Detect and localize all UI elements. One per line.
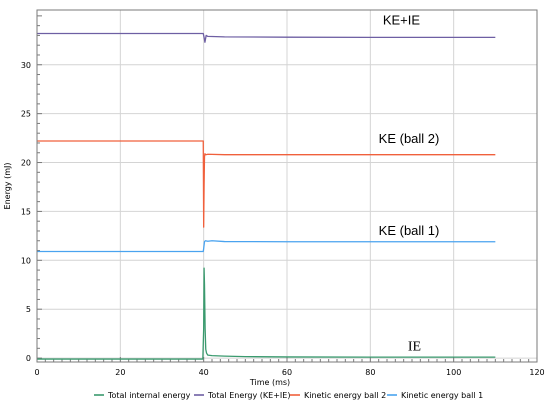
plot-frame [36, 9, 538, 363]
x-tick-label: 80 [365, 368, 375, 377]
annotation-label: KE (ball 1) [379, 223, 440, 238]
annotation-label: IE [408, 339, 421, 354]
legend-label: Kinetic energy ball 1 [401, 391, 483, 400]
x-tick-label: 120 [529, 368, 544, 377]
x-tick-label: 20 [115, 368, 125, 377]
x-tick-label: 100 [446, 368, 461, 377]
annotation-label: KE+IE [383, 13, 421, 28]
x-tick-label: 60 [282, 368, 292, 377]
y-tick-label: 25 [21, 110, 31, 119]
x-tick-labels: 0 20 40 60 80 100 120 [34, 368, 544, 377]
series-line-total-internal-energy [37, 267, 496, 360]
legend-label: Kinetic energy ball 2 [304, 391, 386, 400]
series-line-kinetic-energy-ball-1 [37, 240, 496, 253]
x-axis-label: Time (ms) [249, 378, 290, 387]
series-group [37, 32, 496, 360]
series-line-kinetic-energy-ball-2 [37, 140, 496, 228]
y-tick-label: 5 [26, 305, 31, 314]
y-tick-label: 20 [21, 159, 31, 168]
y-tick-label: 15 [21, 207, 31, 216]
y-tick-label: 0 [26, 354, 31, 363]
series-line-total-energy-ke-ie [37, 32, 496, 43]
legend-label: Total internal energy [107, 391, 191, 400]
y-tick-label: 10 [21, 256, 31, 265]
x-tick-label: 0 [34, 368, 39, 377]
y-tick-label: 30 [21, 61, 31, 70]
annotations: KE+IE KE (ball 2) KE (ball 1) IE [379, 13, 440, 355]
y-axis-label: Energy (mJ) [3, 163, 12, 210]
annotation-label: KE (ball 2) [379, 131, 440, 146]
legend: Total internal energy Total Energy (KE+IE… [94, 391, 483, 400]
x-tick-label: 40 [199, 368, 209, 377]
y-tick-labels: 0 5 10 15 20 25 30 [21, 61, 31, 363]
legend-label: Total Energy (KE+IE) [207, 391, 290, 400]
